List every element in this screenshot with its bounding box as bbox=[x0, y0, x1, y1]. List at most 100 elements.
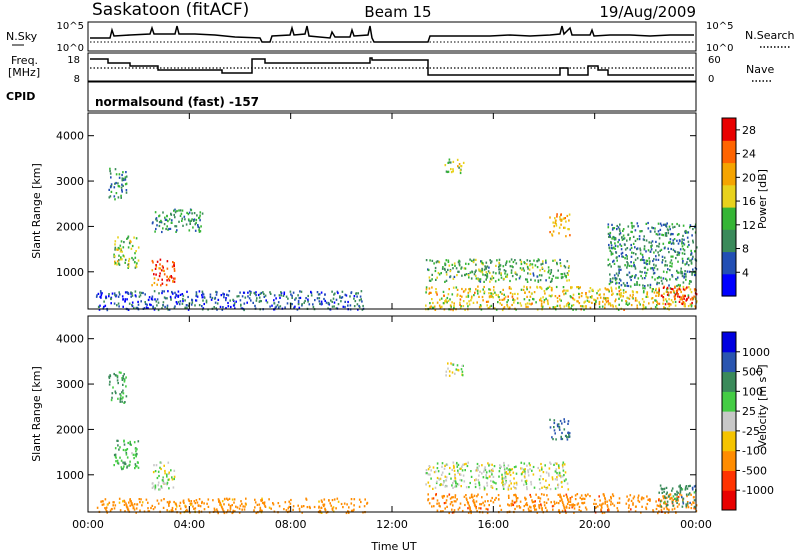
scatter-cell bbox=[461, 274, 463, 277]
scatter-cell bbox=[454, 475, 456, 478]
scatter-cell bbox=[452, 267, 454, 270]
scatter-cell bbox=[668, 225, 671, 228]
scatter-cell bbox=[463, 480, 466, 483]
scatter-cell bbox=[618, 285, 620, 288]
scatter-cell bbox=[133, 457, 135, 460]
scatter-cell bbox=[122, 377, 125, 380]
noise-panel-frame bbox=[87, 21, 697, 52]
scatter-cell bbox=[105, 510, 108, 513]
scatter-cell bbox=[564, 292, 567, 295]
scatter-cell bbox=[482, 263, 484, 266]
scatter-cell bbox=[693, 499, 696, 502]
scatter-cell bbox=[513, 494, 515, 497]
scatter-cell bbox=[187, 218, 190, 221]
scatter-cell bbox=[552, 504, 555, 507]
scatter-cell bbox=[626, 264, 629, 267]
scatter-cell bbox=[152, 471, 155, 474]
scatter-cell bbox=[166, 214, 168, 217]
scatter-cell bbox=[582, 497, 584, 500]
scatter-cell bbox=[350, 509, 353, 512]
scatter-cell bbox=[672, 301, 674, 304]
scatter-cell bbox=[525, 278, 527, 281]
scatter-cell bbox=[616, 507, 619, 510]
scatter-cell bbox=[182, 224, 184, 227]
scatter-cell bbox=[613, 227, 616, 230]
scatter-cell bbox=[232, 298, 234, 301]
scatter-cell bbox=[480, 262, 483, 265]
scatter-cell bbox=[329, 502, 331, 505]
noise-left-tick-top: 10^5 bbox=[57, 21, 84, 32]
scatter-cell bbox=[648, 302, 650, 305]
scatter-cell bbox=[509, 479, 512, 483]
scatter-cell bbox=[584, 506, 587, 509]
scatter-cell bbox=[436, 276, 438, 279]
scatter-cell bbox=[661, 491, 664, 494]
scatter-cell bbox=[682, 502, 685, 505]
scatter-cell bbox=[487, 270, 490, 273]
cpid-panel-frame bbox=[87, 81, 697, 112]
scatter-cell bbox=[115, 392, 117, 395]
scatter-cell bbox=[499, 464, 501, 467]
scatter-cell bbox=[693, 288, 696, 291]
scatter-cell bbox=[687, 493, 690, 496]
scatter-cell bbox=[335, 307, 338, 310]
scatter-cell bbox=[430, 305, 432, 308]
scatter-cell bbox=[479, 503, 481, 506]
scatter-cell bbox=[137, 440, 140, 443]
scatter-cell bbox=[216, 291, 218, 294]
scatter-cell bbox=[465, 295, 468, 298]
scatter-cell bbox=[626, 239, 628, 242]
scatter-cell bbox=[674, 493, 676, 496]
scatter-cell bbox=[110, 297, 112, 301]
scatter-cell bbox=[629, 237, 631, 240]
scatter-cell bbox=[289, 290, 292, 293]
scatter-cell bbox=[118, 254, 120, 257]
scatter-cell bbox=[324, 293, 326, 296]
scatter-cell bbox=[225, 297, 227, 300]
colorbar-tick-label: -100 bbox=[742, 445, 767, 458]
freq-unit-label: [MHz] bbox=[8, 66, 40, 79]
scatter-cell bbox=[110, 508, 113, 511]
scatter-cell bbox=[280, 294, 282, 297]
scatter-cell bbox=[506, 301, 508, 304]
scatter-cell bbox=[447, 161, 449, 164]
scatter-cell bbox=[199, 230, 202, 233]
scatter-cell bbox=[244, 505, 246, 508]
scatter-cell bbox=[153, 277, 156, 280]
scatter-cell bbox=[678, 239, 681, 242]
scatter-cell bbox=[162, 506, 165, 509]
scatter-cell bbox=[348, 506, 350, 509]
scatter-cell bbox=[475, 277, 478, 280]
scatter-cell bbox=[162, 477, 164, 480]
scatter-cell bbox=[199, 211, 202, 214]
scatter-cell bbox=[115, 294, 118, 297]
scatter-cell bbox=[462, 364, 464, 367]
scatter-cell bbox=[504, 295, 507, 298]
scatter-cell bbox=[559, 218, 561, 221]
scatter-cell bbox=[333, 301, 336, 304]
scatter-cell bbox=[568, 269, 570, 273]
freq-label: Freq. bbox=[11, 54, 38, 67]
scatter-cell bbox=[466, 464, 469, 468]
scatter-cell bbox=[672, 239, 674, 242]
scatter-cell bbox=[563, 289, 565, 292]
scatter-cell bbox=[195, 499, 198, 502]
scatter-cell bbox=[190, 219, 193, 222]
scatter-cell bbox=[550, 462, 552, 465]
scatter-cell bbox=[116, 376, 119, 379]
scatter-cell bbox=[539, 299, 541, 302]
scatter-cell bbox=[679, 493, 681, 496]
scatter-cell bbox=[678, 224, 680, 227]
scatter-cell bbox=[647, 221, 649, 225]
scatter-cell bbox=[690, 249, 692, 252]
scatter-cell bbox=[432, 301, 434, 305]
scatter-cell bbox=[119, 244, 122, 247]
scatter-cell bbox=[567, 420, 570, 423]
scatter-cell bbox=[119, 250, 122, 253]
scatter-cell bbox=[579, 286, 581, 289]
beam-title: Beam 15 bbox=[364, 3, 431, 21]
scatter-cell bbox=[626, 273, 628, 276]
scatter-cell bbox=[630, 265, 633, 268]
scatter-cell bbox=[117, 236, 119, 239]
scatter-cell bbox=[459, 478, 461, 482]
